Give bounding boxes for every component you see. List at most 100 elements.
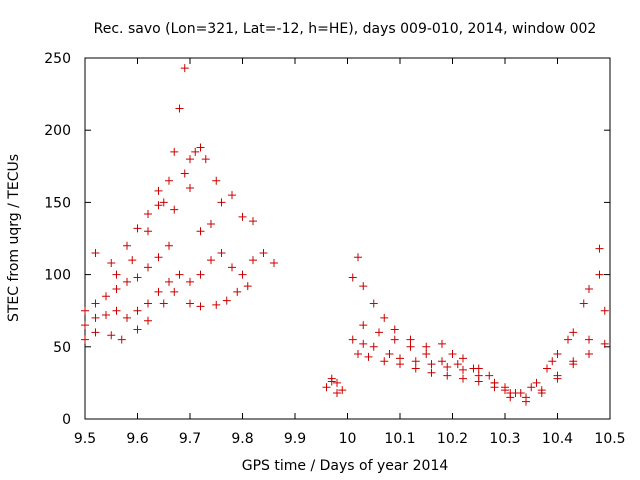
data-point bbox=[91, 248, 100, 257]
data-point bbox=[553, 374, 562, 383]
data-point bbox=[144, 227, 152, 236]
series-arc-low bbox=[81, 282, 252, 344]
data-point bbox=[144, 316, 152, 325]
data-point bbox=[390, 325, 399, 334]
data-point bbox=[438, 357, 446, 366]
data-point bbox=[196, 227, 205, 236]
data-point bbox=[123, 277, 131, 286]
data-point bbox=[422, 342, 431, 351]
data-point bbox=[585, 285, 593, 294]
data-point bbox=[102, 311, 110, 320]
data-point bbox=[259, 248, 268, 257]
y-axis: 0 50 100 150 200 250 bbox=[44, 51, 610, 428]
data-point bbox=[170, 287, 179, 296]
y-tick-label: 0 bbox=[62, 412, 71, 428]
data-point bbox=[159, 299, 168, 308]
data-point bbox=[333, 378, 341, 387]
data-point bbox=[228, 263, 236, 272]
y-axis-label: STEC from uqrg / TECUs bbox=[6, 154, 22, 322]
data-point bbox=[543, 364, 551, 373]
data-point bbox=[322, 383, 331, 392]
data-point bbox=[112, 270, 121, 279]
data-point bbox=[180, 64, 189, 73]
data-point bbox=[217, 248, 226, 257]
data-point bbox=[364, 352, 373, 361]
data-point bbox=[485, 371, 494, 380]
data-point bbox=[564, 335, 572, 344]
data-point bbox=[595, 244, 604, 253]
data-point bbox=[585, 350, 593, 359]
data-point bbox=[270, 259, 278, 268]
data-point bbox=[81, 335, 89, 344]
data-point bbox=[170, 147, 179, 156]
x-tick-label: 10.3 bbox=[489, 431, 520, 447]
data-point bbox=[459, 365, 467, 374]
x-tick-label: 9.9 bbox=[284, 431, 306, 447]
data-point bbox=[249, 217, 257, 226]
data-point bbox=[438, 339, 446, 348]
data-point bbox=[406, 342, 415, 351]
series-arc-day10-c bbox=[354, 339, 609, 406]
data-point bbox=[453, 360, 462, 369]
x-tick-label: 9.6 bbox=[126, 431, 148, 447]
data-point bbox=[81, 306, 89, 315]
data-point bbox=[207, 220, 215, 229]
data-point bbox=[154, 253, 163, 262]
data-point bbox=[469, 364, 478, 373]
x-tick-label: 10.4 bbox=[542, 431, 573, 447]
data-point bbox=[123, 241, 131, 250]
data-point bbox=[585, 335, 593, 344]
data-point bbox=[348, 335, 357, 344]
data-point bbox=[506, 393, 515, 402]
data-point bbox=[354, 253, 362, 262]
data-point bbox=[128, 256, 137, 265]
series-arc-low-2 bbox=[81, 270, 184, 330]
data-point bbox=[191, 147, 200, 156]
data-point bbox=[249, 256, 257, 265]
data-point bbox=[133, 224, 142, 233]
data-point bbox=[380, 313, 389, 322]
data-point bbox=[222, 296, 231, 305]
data-point bbox=[422, 350, 431, 359]
y-tick-label: 100 bbox=[44, 268, 71, 284]
data-point bbox=[369, 342, 378, 351]
series-arc-day10-d bbox=[359, 244, 604, 398]
data-point bbox=[112, 306, 121, 315]
data-point bbox=[133, 273, 142, 282]
data-point bbox=[159, 198, 168, 207]
data-point bbox=[175, 104, 184, 113]
data-point bbox=[553, 350, 562, 359]
data-point bbox=[569, 328, 578, 337]
series-arc-low-3 bbox=[81, 241, 173, 315]
data-points bbox=[81, 64, 609, 406]
x-tick-label: 10.2 bbox=[437, 431, 468, 447]
x-tick-label: 9.8 bbox=[231, 431, 253, 447]
data-point bbox=[228, 191, 236, 200]
data-point bbox=[369, 299, 378, 308]
data-point bbox=[186, 299, 194, 308]
data-point bbox=[154, 201, 163, 210]
data-point bbox=[548, 357, 557, 366]
data-point bbox=[207, 256, 215, 265]
data-point bbox=[333, 389, 341, 398]
data-point bbox=[459, 374, 467, 383]
data-point bbox=[348, 273, 357, 282]
data-point bbox=[443, 371, 452, 380]
series-arc-day10-a bbox=[348, 253, 604, 398]
series-arc-mid-tail bbox=[186, 248, 278, 286]
data-point bbox=[375, 328, 383, 337]
data-point bbox=[380, 357, 389, 366]
data-point bbox=[411, 364, 420, 373]
data-point bbox=[102, 292, 110, 301]
data-point bbox=[359, 339, 368, 348]
data-point bbox=[411, 357, 420, 366]
data-point bbox=[123, 313, 131, 322]
series-arc-peak-high bbox=[91, 64, 221, 268]
data-point bbox=[154, 287, 163, 296]
data-point bbox=[359, 321, 368, 330]
data-point bbox=[532, 378, 541, 387]
y-tick-label: 200 bbox=[44, 123, 71, 139]
data-point bbox=[91, 313, 100, 322]
data-point bbox=[144, 299, 152, 308]
